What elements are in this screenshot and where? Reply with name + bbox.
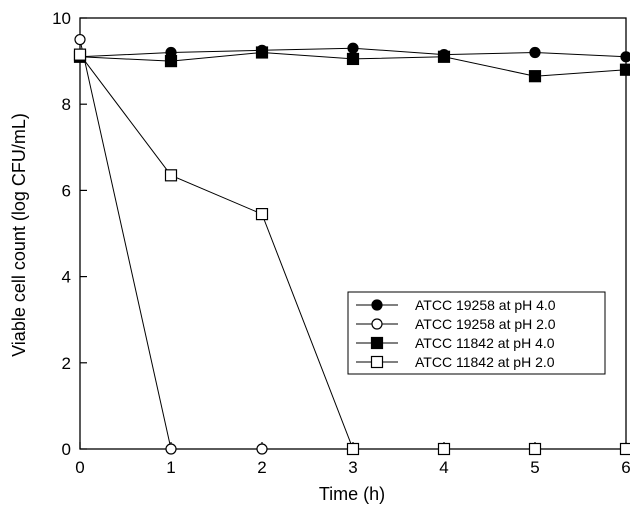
data-point [529, 46, 541, 59]
x-tick-label: 4 [439, 458, 448, 477]
data-point [528, 442, 542, 456]
y-axis-title: Viable cell count (log CFU/mL) [9, 113, 29, 357]
series-line [79, 39, 626, 450]
data-point [346, 442, 360, 456]
y-tick-label: 10 [52, 9, 71, 28]
x-tick-label: 6 [621, 458, 630, 477]
legend-label: ATCC 19258 at pH 2.0 [415, 316, 556, 332]
x-tick-label: 1 [166, 458, 175, 477]
legend-entry: ATCC 11842 at pH 2.0 [356, 354, 555, 370]
y-tick-label: 2 [62, 354, 71, 373]
data-point [620, 51, 630, 63]
data-point [73, 48, 87, 61]
x-tick-label: 2 [257, 458, 266, 477]
legend-entry: ATCC 19258 at pH 2.0 [356, 316, 556, 332]
legend-entry: ATCC 19258 at pH 4.0 [356, 297, 556, 313]
plot-area [79, 17, 627, 450]
legend-marker [371, 318, 383, 330]
data-point [619, 442, 630, 456]
data-point [164, 169, 178, 182]
x-tick-label: 0 [75, 458, 84, 477]
legend-entry: ATCC 11842 at pH 4.0 [356, 335, 555, 351]
legend-label: ATCC 11842 at pH 4.0 [415, 335, 555, 351]
data-point [255, 46, 269, 59]
data-point [256, 443, 268, 455]
y-tick-label: 6 [62, 181, 71, 200]
x-tick-label: 3 [348, 458, 357, 477]
data-point [347, 42, 359, 54]
legend: ATCC 19258 at pH 4.0 ATCC 19258 at pH 2.0… [347, 291, 606, 375]
x-axis-title: Time (h) [319, 484, 385, 504]
y-axis: 0 2 4 6 8 10 [52, 9, 87, 459]
legend-box [347, 291, 606, 375]
data-point [255, 208, 269, 221]
plot-frame [79, 17, 627, 450]
data-point [437, 50, 451, 63]
legend-label: ATCC 11842 at pH 2.0 [415, 354, 555, 370]
legend-label: ATCC 19258 at pH 4.0 [415, 297, 556, 313]
legend-marker [370, 336, 384, 350]
data-point [528, 70, 542, 83]
y-tick-label: 8 [62, 95, 71, 114]
legend-marker [371, 299, 383, 311]
data-point [165, 443, 177, 455]
data-point [74, 33, 86, 46]
legend-marker [370, 355, 384, 369]
data-point [437, 442, 451, 456]
data-point [346, 52, 360, 66]
series-4 [73, 48, 630, 456]
y-tick-label: 4 [62, 268, 71, 287]
series-2 [74, 33, 630, 455]
y-tick-label: 0 [62, 440, 71, 459]
series-layer [73, 33, 630, 456]
data-point [164, 54, 178, 68]
data-point [619, 63, 630, 76]
x-tick-label: 5 [530, 458, 539, 477]
series-line [79, 54, 626, 450]
